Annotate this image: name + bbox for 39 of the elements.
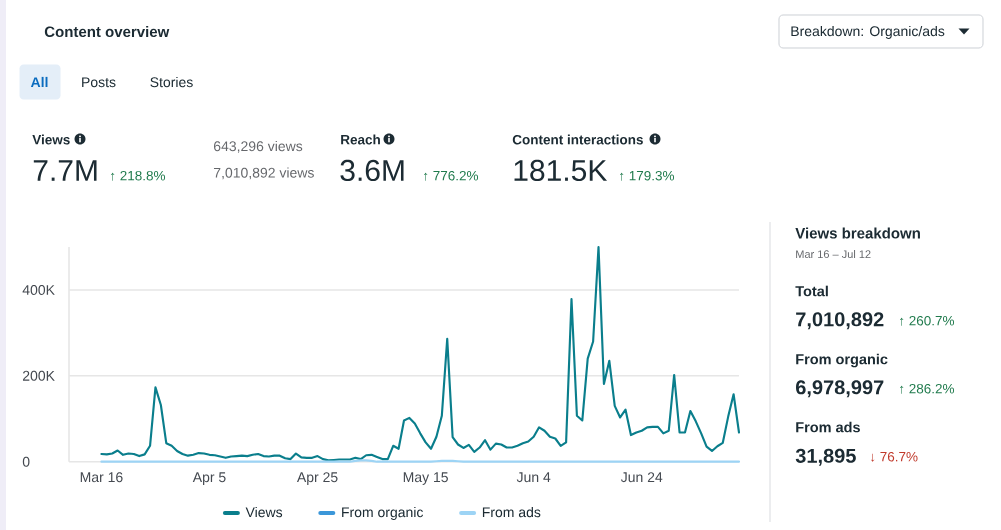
text: All <box>30 76 48 88</box>
text: Mar 16 – Jul 12 <box>796 249 871 259</box>
text: ↑ 260.7% <box>900 315 955 326</box>
text: Views breakdown <box>795 227 920 239</box>
text: 6,978,997 <box>796 380 884 398</box>
text: Reach <box>341 134 380 145</box>
text: Total <box>795 285 828 297</box>
x-tick-label: Apr 5 <box>192 472 226 485</box>
x-tick-label: Apr 25 <box>296 472 338 485</box>
text: 7,010,892 views <box>213 167 314 180</box>
text: 181.5K <box>514 159 608 182</box>
text: 7,010,892 <box>796 312 884 330</box>
text: Breakdown: Organic/ads <box>791 25 945 39</box>
text: ↑ 286.2% <box>900 383 955 394</box>
text: ↑ 776.2% <box>424 170 479 181</box>
text: From organic <box>796 353 888 368</box>
legend-label: From organic <box>342 506 424 520</box>
x-tick-label: Jun 4 <box>516 472 551 483</box>
text: ↓ 76.7% <box>871 451 918 462</box>
legend-label: Views <box>245 506 283 518</box>
text: Views <box>32 134 70 145</box>
y-tick-label: 200K <box>22 370 55 381</box>
text: Stories <box>150 76 193 88</box>
chart-title: Content overview <box>44 26 170 38</box>
text: 31,895 <box>795 448 856 466</box>
text: ↑ 218.8% <box>111 170 166 181</box>
text: Posts <box>82 77 116 88</box>
text: 7.7M <box>33 160 97 181</box>
text: 3.6M <box>340 159 404 182</box>
text: ↑ 179.3% <box>620 170 675 181</box>
text: 643,296 views <box>213 140 303 153</box>
text: From ads <box>796 421 860 433</box>
legend-label: From ads <box>482 506 541 518</box>
y-tick-label: 0 <box>22 456 30 467</box>
x-tick-label: May 15 <box>403 472 448 485</box>
x-tick-label: Mar 16 <box>80 472 123 483</box>
text: Content interactions <box>512 134 643 145</box>
y-tick-label: 400K <box>22 284 55 295</box>
x-tick-label: Jun 24 <box>620 472 663 483</box>
